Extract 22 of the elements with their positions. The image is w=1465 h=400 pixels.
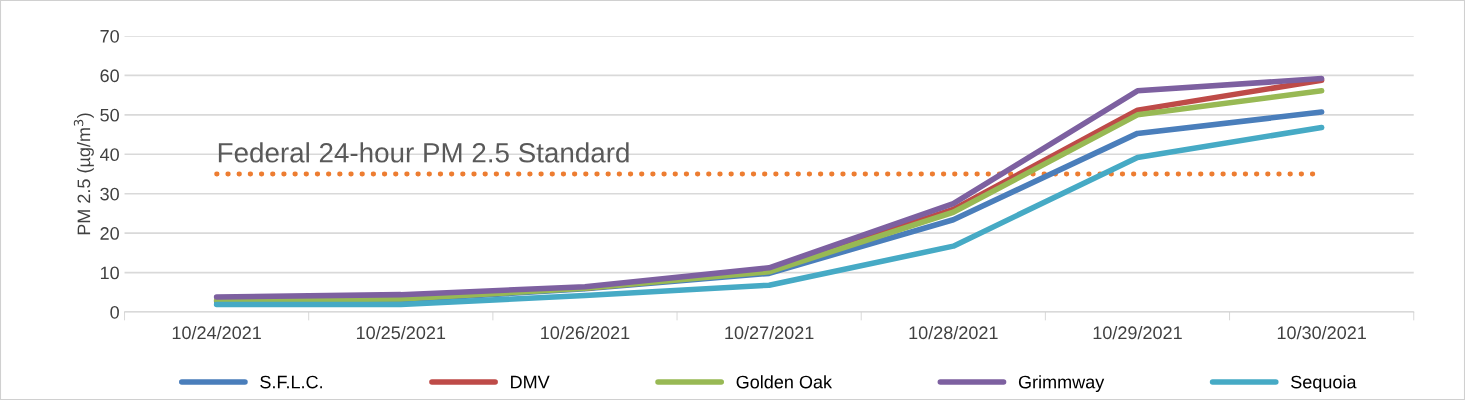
y-tick-label: 30 [100, 187, 119, 201]
y-tick-label: 60 [100, 69, 119, 83]
x-tick-label: 10/28/2021 [909, 325, 998, 340]
y-tick-label: 10 [100, 266, 119, 280]
y-tick-label: 40 [100, 148, 119, 162]
x-tick-label: 10/24/2021 [172, 325, 261, 340]
y-axis-title: PM 2.5 (µg/m$^{3}$) [73, 113, 94, 235]
x-tick-label: 10/30/2021 [1277, 325, 1366, 340]
x-tick-label: 10/26/2021 [541, 325, 630, 340]
ref-line-label: Federal 24-hour PM 2.5 Standard [218, 142, 629, 163]
legend-label: Golden Oak [736, 375, 833, 389]
y-tick-label: 70 [100, 29, 119, 43]
x-tick-label: 10/25/2021 [356, 325, 446, 340]
legend-label: S.F.L.C. [260, 375, 322, 389]
y-tick-label: 50 [100, 108, 119, 122]
legend-label: Sequoia [1291, 375, 1357, 392]
legend-label: DMV [511, 375, 550, 389]
y-tick-label: 0 [110, 305, 119, 319]
legend-label: Grimmway [1018, 375, 1105, 392]
x-tick-label: 10/27/2021 [725, 325, 814, 340]
x-tick-label: 10/29/2021 [1093, 325, 1182, 340]
y-tick-label: 20 [100, 227, 119, 240]
